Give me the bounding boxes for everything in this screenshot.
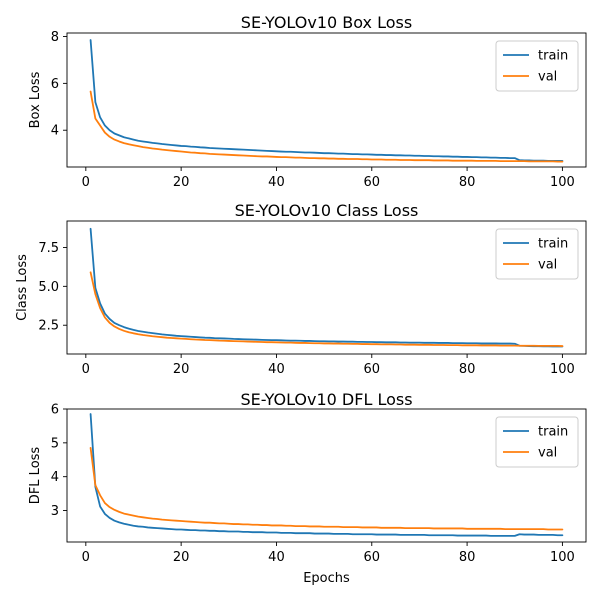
- dfl-loss-legend-box: [495, 416, 579, 468]
- box-loss-x-tick-label: 20: [173, 175, 190, 190]
- class-loss-x-tick-label: 60: [364, 362, 381, 377]
- box-loss-y-tick-label: 4: [51, 124, 59, 139]
- class-loss-axes-frame: [66, 220, 587, 355]
- dfl-loss-x-tick-label: 80: [459, 550, 476, 565]
- box-loss-legend: train val: [495, 40, 579, 92]
- box-loss-title: SE-YOLOv10 Box Loss: [241, 13, 412, 32]
- box-loss-train-line: [89, 39, 564, 162]
- dfl-loss-y-axis-label: DFL Loss: [28, 447, 43, 505]
- dfl-loss-y-tick-label: 6: [51, 403, 59, 418]
- box-loss-val-line: [89, 90, 564, 163]
- box-loss-plot-area: 0 20 40 60 80 100 4 6 8 train val: [51, 30, 587, 190]
- class-loss-y-tick-label: 2.5: [38, 319, 59, 334]
- box-loss-x-tick-label: 40: [268, 175, 285, 190]
- dfl-loss-panel: SE-YOLOv10 DFL Loss 0 20 40 60 80 100 3 4 5 6 trai…: [28, 390, 587, 586]
- dfl-loss-legend-label-train: train: [538, 425, 568, 440]
- dfl-loss-legend: train val: [495, 416, 579, 468]
- class-loss-legend-label-train: train: [538, 237, 568, 252]
- class-loss-x-tick-label: 0: [82, 362, 90, 377]
- class-loss-panel: SE-YOLOv10 Class Loss 0 20 40 60 80 100 2.5 5.0…: [15, 201, 587, 377]
- box-loss-x-tick-label: 80: [459, 175, 476, 190]
- dfl-loss-x-tick-label: 60: [364, 550, 381, 565]
- class-loss-train-line: [89, 227, 564, 348]
- class-loss-plot-area: 0 20 40 60 80 100 2.5 5.0 7.5 train val: [38, 220, 587, 377]
- dfl-loss-x-tick-label: 100: [550, 550, 575, 565]
- class-loss-y-tick-label: 5.0: [38, 280, 59, 295]
- box-loss-x-tick-label: 100: [550, 175, 575, 190]
- class-loss-legend-label-val: val: [538, 258, 557, 273]
- dfl-loss-x-tick-label: 40: [268, 550, 285, 565]
- box-loss-y-axis-label: Box Loss: [28, 71, 43, 128]
- box-loss-legend-label-val: val: [538, 70, 557, 85]
- dfl-loss-axes-frame: [66, 408, 587, 543]
- class-loss-x-tick-label: 100: [550, 362, 575, 377]
- class-loss-x-tick-label: 80: [459, 362, 476, 377]
- dfl-loss-train-line: [89, 413, 564, 537]
- box-loss-x-tick-label: 0: [82, 175, 90, 190]
- class-loss-val-line: [89, 271, 564, 347]
- class-loss-y-axis-label: Class Loss: [15, 254, 30, 321]
- class-loss-x-tick-label: 40: [268, 362, 285, 377]
- class-loss-y-tick-label: 7.5: [38, 241, 59, 256]
- box-loss-y-tick-label: 6: [51, 77, 59, 92]
- box-loss-legend-box: [495, 40, 579, 92]
- box-loss-axes-frame: [66, 32, 587, 168]
- box-loss-panel: SE-YOLOv10 Box Loss 0 20 40 60 80 100 4 6 8 train…: [28, 13, 587, 190]
- class-loss-legend-box: [495, 228, 579, 280]
- box-loss-legend-label-train: train: [538, 49, 568, 64]
- dfl-loss-plot-area: 0 20 40 60 80 100 3 4 5 6 train val: [51, 403, 587, 565]
- dfl-loss-val-line: [89, 447, 564, 531]
- box-loss-y-tick-label: 8: [51, 30, 59, 45]
- dfl-loss-y-tick-label: 4: [51, 470, 59, 485]
- x-axis-label: Epochs: [303, 571, 350, 586]
- dfl-loss-y-tick-label: 5: [51, 436, 59, 451]
- dfl-loss-y-tick-label: 3: [51, 504, 59, 519]
- dfl-loss-title: SE-YOLOv10 DFL Loss: [240, 390, 412, 409]
- box-loss-x-tick-label: 60: [364, 175, 381, 190]
- dfl-loss-x-tick-label: 0: [82, 550, 90, 565]
- dfl-loss-x-tick-label: 20: [173, 550, 190, 565]
- class-loss-legend: train val: [495, 228, 579, 280]
- class-loss-x-tick-label: 20: [173, 362, 190, 377]
- class-loss-title: SE-YOLOv10 Class Loss: [235, 201, 419, 220]
- dfl-loss-legend-label-val: val: [538, 446, 557, 461]
